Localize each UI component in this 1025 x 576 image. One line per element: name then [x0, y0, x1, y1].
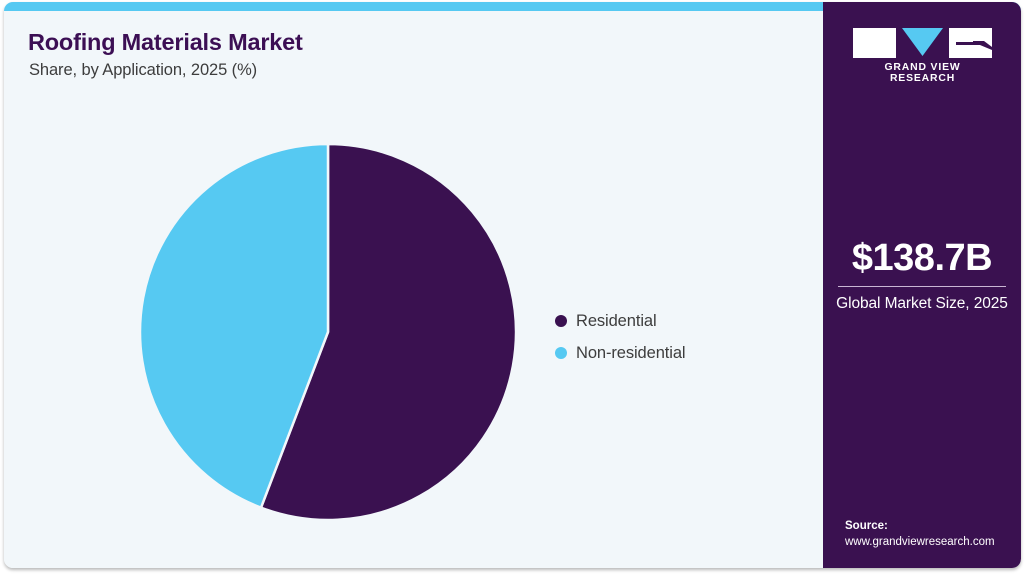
page-title: Roofing Materials Market [28, 29, 303, 55]
pie-slice-residential[interactable] [259, 144, 516, 520]
pie-chart-svg [140, 144, 516, 520]
source-url[interactable]: www.grandviewresearch.com [845, 536, 995, 548]
brand-sidebar: GRAND VIEW RESEARCH $138.7B Global Marke… [823, 2, 1021, 568]
source-block: Source: www.grandviewresearch.com [845, 518, 1021, 550]
gvr-logo-icon [853, 28, 992, 58]
page-subtitle: Share, by Application, 2025 (%) [29, 61, 258, 79]
market-size-caption: Global Market Size, 2025 [836, 295, 1008, 312]
chart-pane: Roofing Materials Market Share, by Appli… [4, 11, 823, 568]
legend-item-residential[interactable]: Residential [555, 305, 685, 337]
market-size-stat: $138.7B Global Market Size, 2025 [835, 236, 1009, 314]
pie-chart [140, 144, 516, 520]
legend-label-residential: Residential [576, 311, 657, 330]
stat-divider [838, 286, 1006, 287]
chart-legend: Residential Non-residential [555, 305, 686, 369]
market-size-value: $138.7B [851, 237, 993, 279]
legend-label-non-residential: Non-residential [576, 343, 686, 362]
legend-swatch-non-residential [555, 347, 567, 359]
top-accent-bar [4, 2, 1021, 11]
pie-slice-non-residential[interactable] [140, 144, 330, 510]
gvr-logo: GRAND VIEW RESEARCH [853, 28, 992, 84]
source-label: Source: [845, 520, 888, 532]
legend-swatch-residential [555, 315, 567, 327]
card-surface: Roofing Materials Market Share, by Appli… [4, 2, 1021, 568]
legend-item-non-residential[interactable]: Non-residential [555, 337, 686, 369]
gvr-logo-text: GRAND VIEW RESEARCH [884, 62, 961, 84]
